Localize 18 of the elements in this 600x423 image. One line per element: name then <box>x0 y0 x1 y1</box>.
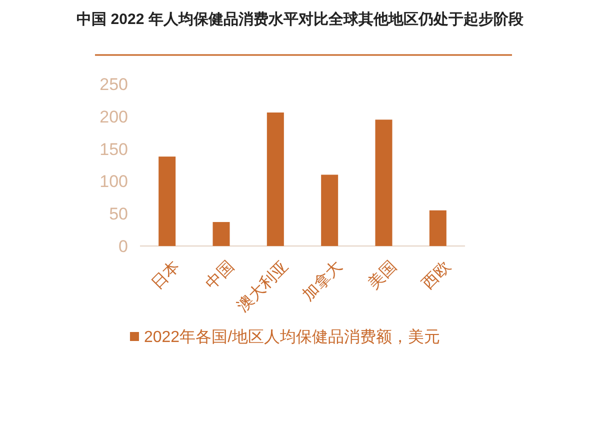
bar <box>158 156 176 246</box>
bar <box>375 120 392 246</box>
y-tick-label: 0 <box>118 237 128 256</box>
bar <box>212 222 230 246</box>
y-tick-label: 200 <box>100 107 128 126</box>
x-tick-label: 美国 <box>364 257 400 293</box>
x-tick-label: 加拿大 <box>299 257 346 304</box>
x-tick-label: 日本 <box>148 257 184 293</box>
bar <box>266 112 284 246</box>
bar <box>429 210 446 246</box>
x-tick-label: 西欧 <box>419 258 454 293</box>
y-tick-label: 50 <box>109 204 128 224</box>
bar <box>321 174 338 246</box>
legend-label: 2022年各国/地区人均保健品消费额，美元 <box>144 328 440 346</box>
y-tick-label: 150 <box>100 140 128 159</box>
chart-title: 中国 2022 年人均保健品消费水平对比全球其他地区仍处于起步阶段 <box>76 11 524 28</box>
y-tick-label: 100 <box>100 172 128 192</box>
y-tick-label: 250 <box>100 75 128 94</box>
